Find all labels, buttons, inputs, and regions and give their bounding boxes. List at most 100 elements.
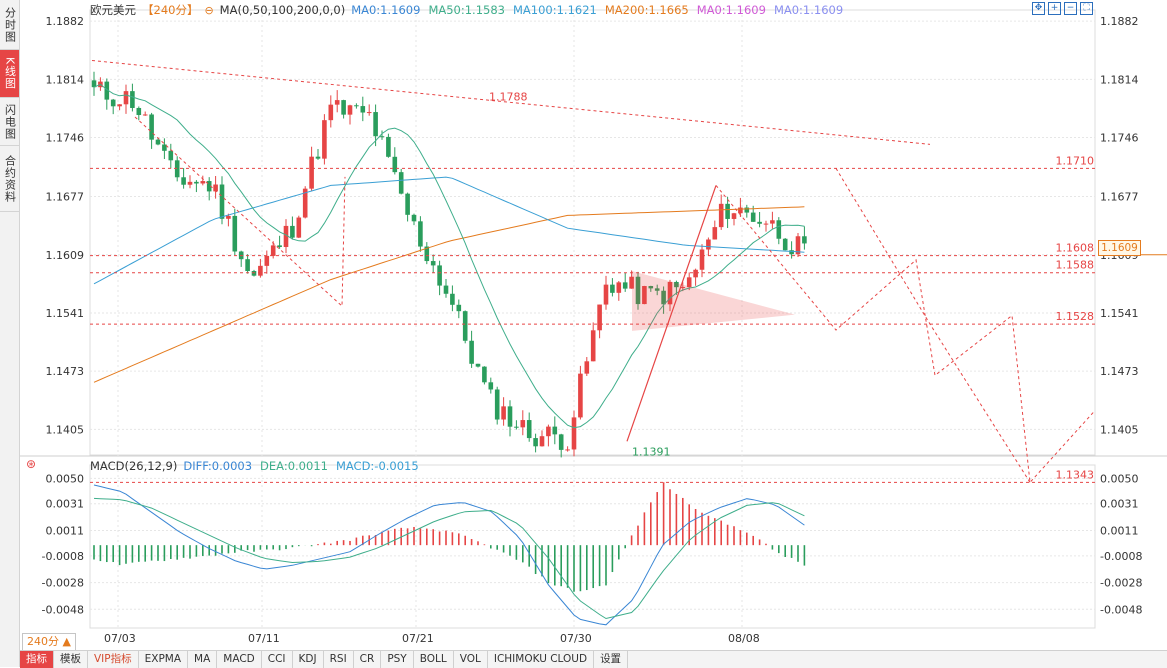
move-icon[interactable]: ✥ (1032, 2, 1045, 15)
candle-body (514, 426, 519, 428)
indicator-tab-3[interactable]: EXPMA (139, 651, 189, 668)
symbol-label: 欧元美元 (90, 3, 136, 17)
candle-body (373, 112, 378, 137)
candle-body (226, 215, 231, 219)
candle-body (130, 91, 135, 108)
low-annotation: 1.1391 (632, 445, 671, 458)
ma-value-4: MA0:1.1609 (696, 3, 766, 17)
candle-body (578, 373, 583, 418)
candle-body (610, 284, 615, 293)
candle-body (411, 214, 417, 222)
level-label: 1.1528 (1056, 310, 1095, 323)
candle-body (501, 406, 506, 420)
candle-body (187, 181, 193, 185)
macd-tick-left: -0.0028 (42, 577, 84, 590)
main-chart-header: 欧元美元 【240分】 ⊖ MA(0,50,100,200,0,0) MA0:1… (90, 2, 851, 18)
macd-tick-left: 0.0011 (46, 524, 85, 537)
candle-body (91, 80, 97, 88)
candle-body (789, 250, 794, 255)
macd-tick-right: -0.0048 (1100, 603, 1142, 616)
ma-value-0: MA0:1.1609 (351, 3, 421, 17)
indicator-tab-6[interactable]: CCI (262, 651, 293, 668)
candle-body (302, 188, 308, 218)
candle-body (750, 212, 756, 222)
candle-body (494, 389, 500, 420)
indicator-tab-13[interactable]: ICHIMOKU CLOUD (488, 651, 595, 668)
candle-body (117, 104, 122, 107)
indicator-tab-14[interactable]: 设置 (594, 651, 629, 668)
period-label: 【240分】 (142, 3, 199, 17)
candle-body (584, 361, 590, 374)
zoom-out-icon[interactable]: − (1064, 2, 1077, 15)
indicator-tab-7[interactable]: KDJ (293, 651, 324, 668)
projection-path-2 (835, 168, 1031, 483)
left-tab-bar: 分时图 K线图 闪电图 合约资料 (0, 0, 20, 667)
price-pane (89, 9, 1096, 456)
macd-legend-0: DIFF:0.0003 (183, 459, 253, 473)
side-tab-2[interactable]: 闪电图 (0, 98, 19, 146)
indicator-tab-1[interactable]: 模板 (54, 651, 88, 668)
candle-body (155, 139, 161, 145)
candle-body (328, 104, 334, 121)
candle-body (443, 285, 449, 294)
fullscreen-icon[interactable]: ⛶ (1080, 2, 1093, 15)
candle-body (718, 203, 724, 228)
candle-body (315, 156, 321, 159)
level-label: 1.1343 (1056, 468, 1095, 481)
indicator-tab-8[interactable]: RSI (324, 651, 354, 668)
candle-body (296, 217, 302, 238)
zoom-in-icon[interactable]: + (1048, 2, 1061, 15)
candle-body (616, 282, 622, 293)
current-price-tag: 1.1609 (1098, 240, 1141, 256)
price-tick-right: 1.1473 (1100, 365, 1139, 378)
candle-body (136, 107, 142, 115)
price-tick-left: 1.1882 (46, 15, 85, 28)
macd-tick-left: 0.0050 (46, 472, 85, 485)
price-tick-left: 1.1405 (46, 423, 85, 436)
indicator-tab-4[interactable]: MA (188, 651, 218, 668)
side-tab-0[interactable]: 分时图 (0, 0, 19, 50)
candle-body (232, 215, 238, 252)
candle-body (264, 255, 270, 266)
indicator-tab-12[interactable]: VOL (454, 651, 488, 668)
indicator-tab-5[interactable]: MACD (217, 651, 262, 668)
chart-toolbar: ✥ + − ⛶ (1032, 2, 1093, 15)
candle-body (731, 213, 737, 219)
ma50-line (93, 83, 805, 429)
candle-body (450, 293, 455, 305)
indicator-tab-11[interactable]: BOLL (414, 651, 454, 668)
candle-body (104, 81, 110, 100)
price-tick-right: 1.1746 (1100, 132, 1139, 145)
candle-body (283, 225, 289, 248)
projection-path (715, 185, 1096, 484)
candle-body (648, 286, 654, 289)
candle-body (174, 160, 180, 178)
candle-body (110, 99, 116, 107)
indicator-tab-2[interactable]: VIP指标 (88, 651, 139, 668)
candle-body (392, 156, 398, 173)
candle-body (558, 434, 564, 450)
candle-body (661, 290, 666, 305)
macd-tick-left: -0.0048 (42, 603, 84, 616)
candle-body (693, 269, 698, 278)
ma-title: MA(0,50,100,200,0,0) (219, 3, 346, 17)
side-tab-3[interactable]: 合约资料 (0, 146, 19, 212)
period-button[interactable]: 240分 ▲ (22, 633, 76, 651)
settings-icon[interactable]: ⊖ (204, 3, 214, 17)
indicator-tab-9[interactable]: CR (354, 651, 382, 668)
candle-body (405, 193, 410, 215)
macd-tick-right: -0.0028 (1100, 577, 1142, 590)
ma200-line (93, 206, 805, 383)
indicator-tab-0[interactable]: 指标 (20, 651, 54, 668)
macd-legend-2: MACD:-0.0015 (335, 459, 419, 473)
time-tick: 07/11 (248, 632, 280, 645)
indicator-tab-10[interactable]: PSY (381, 651, 414, 668)
side-tab-1[interactable]: K线图 (0, 50, 19, 98)
impulse-line (626, 185, 717, 442)
price-tick-left: 1.1677 (46, 191, 85, 204)
candle-body (795, 236, 801, 255)
price-tick-right: 1.1677 (1100, 191, 1139, 204)
candle-body (488, 382, 494, 390)
macd-title: MACD(26,12,9) (90, 459, 178, 473)
